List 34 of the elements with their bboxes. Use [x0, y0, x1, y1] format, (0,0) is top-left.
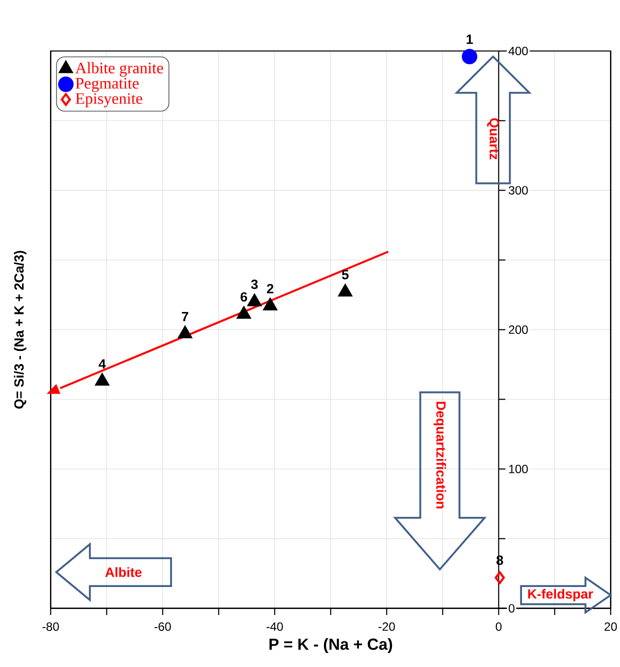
point	[95, 373, 110, 386]
point	[237, 306, 251, 319]
point	[178, 326, 192, 338]
annotation: Dequartzification	[434, 402, 446, 508]
annotation: 3	[251, 280, 258, 290]
annotation: 6	[240, 292, 248, 302]
x-tick-label: 20	[604, 622, 617, 631]
x-tick-label: -20	[378, 622, 395, 631]
x-tick-label: 0	[496, 622, 502, 631]
y-tick-label: 100	[509, 464, 528, 474]
y-tick-label: 300	[508, 186, 528, 195]
annotation: 5	[342, 270, 349, 280]
annotation: 2	[266, 284, 274, 294]
legend-label: Episyenite	[76, 93, 142, 108]
x-axis-title: P = K - (Na + Ca)	[269, 638, 392, 654]
legend-label: Pegmatite	[76, 78, 139, 92]
x-tick-label: -40	[266, 622, 283, 631]
legend-label: Albite granite	[75, 62, 164, 77]
x-tick-label: -80	[42, 622, 59, 631]
point	[248, 294, 262, 306]
y-tick-label: 0	[508, 604, 514, 613]
annotation: Quartz	[487, 118, 500, 160]
y-tick-label: 200	[508, 325, 528, 334]
x-tick-label: -60	[154, 622, 171, 631]
point	[462, 48, 478, 64]
point	[338, 284, 352, 296]
y-axis-title: Q= Si/3 - (Na + K + 2Ca/3)	[14, 250, 26, 409]
point	[263, 298, 278, 310]
annotation: 1	[466, 34, 473, 44]
y-tick-label: 400	[508, 46, 528, 56]
annotation: Albite	[105, 567, 142, 577]
annotation: 4	[98, 359, 106, 369]
annotation: K-feldspar	[528, 588, 594, 602]
annotation: 7	[182, 312, 188, 322]
